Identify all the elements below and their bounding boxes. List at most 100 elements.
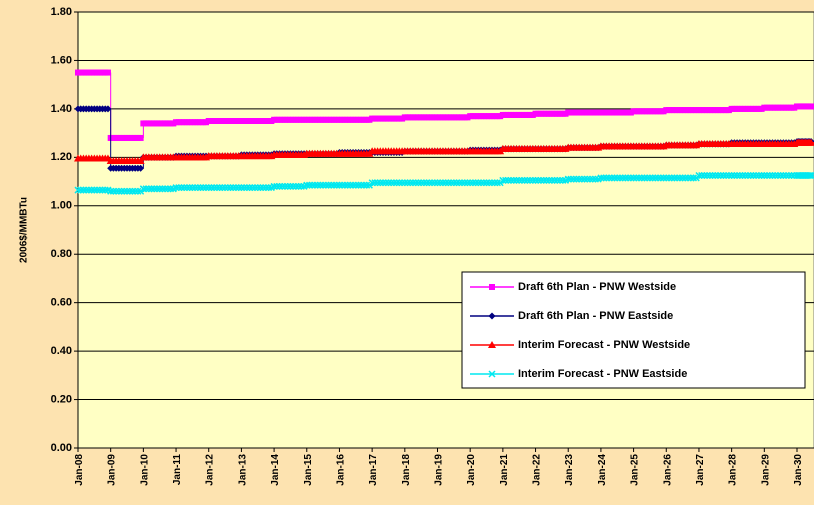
- x-tick-label: Jan-21: [499, 454, 510, 486]
- marker: [265, 184, 273, 192]
- marker: [545, 176, 553, 184]
- marker: [534, 176, 542, 184]
- marker: [349, 181, 357, 189]
- marker: [259, 184, 267, 192]
- marker: [455, 179, 463, 187]
- x-tick-label: Jan-29: [760, 454, 771, 486]
- marker: [684, 174, 692, 182]
- marker: [523, 176, 531, 184]
- marker: [327, 181, 335, 189]
- marker: [567, 175, 575, 183]
- marker: [186, 184, 194, 192]
- marker: [632, 174, 640, 182]
- marker: [738, 171, 747, 180]
- marker: [521, 176, 529, 184]
- marker: [139, 185, 147, 193]
- marker: [728, 171, 736, 180]
- marker: [722, 171, 730, 180]
- marker: [325, 181, 333, 189]
- marker: [393, 179, 401, 187]
- x-tick-label: Jan-12: [205, 454, 216, 486]
- x-tick-label: Jan-14: [270, 454, 281, 486]
- marker: [281, 182, 289, 190]
- marker: [384, 179, 393, 187]
- marker: [284, 182, 292, 190]
- marker: [586, 175, 594, 183]
- marker: [107, 187, 115, 195]
- marker: [804, 171, 812, 180]
- marker: [431, 179, 439, 187]
- marker: [589, 175, 597, 183]
- marker: [210, 184, 218, 192]
- marker: [109, 187, 117, 195]
- marker: [295, 182, 303, 190]
- marker: [330, 181, 338, 189]
- marker: [142, 185, 150, 193]
- marker: [779, 171, 787, 180]
- marker: [499, 176, 507, 184]
- marker: [172, 184, 180, 192]
- marker: [85, 186, 93, 194]
- x-tick-label: Jan-25: [630, 454, 641, 486]
- marker: [379, 179, 387, 187]
- marker: [88, 186, 96, 194]
- marker: [199, 184, 207, 192]
- marker: [491, 179, 499, 187]
- marker: [104, 105, 112, 113]
- marker: [463, 179, 471, 187]
- marker: [303, 181, 311, 189]
- marker: [717, 171, 725, 180]
- marker: [319, 181, 327, 189]
- marker: [101, 186, 109, 194]
- marker: [177, 184, 186, 192]
- legend-label: Draft 6th Plan - PNW Westside: [518, 281, 676, 293]
- marker: [551, 176, 559, 184]
- marker: [758, 171, 766, 180]
- y-tick-label: 1.00: [51, 200, 72, 212]
- marker: [687, 174, 695, 182]
- marker: [788, 171, 796, 180]
- marker: [763, 171, 771, 180]
- marker: [120, 187, 128, 195]
- marker: [698, 171, 706, 180]
- marker: [774, 171, 782, 180]
- marker: [564, 175, 572, 183]
- marker: [398, 179, 406, 187]
- marker: [627, 174, 635, 182]
- marker: [747, 171, 755, 180]
- y-tick-label: 1.80: [51, 6, 72, 18]
- marker: [376, 179, 384, 187]
- marker: [316, 181, 324, 189]
- marker: [635, 174, 643, 182]
- marker: [278, 182, 286, 190]
- marker: [651, 174, 659, 182]
- marker: [489, 284, 495, 290]
- marker: [289, 182, 297, 190]
- marker: [806, 171, 814, 180]
- marker: [638, 174, 646, 182]
- marker: [167, 185, 175, 193]
- marker: [123, 187, 131, 195]
- marker: [782, 171, 790, 180]
- marker: [243, 184, 251, 192]
- marker: [610, 174, 619, 182]
- marker: [404, 179, 412, 187]
- marker: [346, 181, 354, 189]
- marker: [360, 181, 368, 189]
- marker: [670, 174, 678, 182]
- marker: [657, 174, 665, 182]
- marker: [382, 179, 390, 187]
- marker: [553, 176, 561, 184]
- marker: [771, 171, 779, 180]
- marker: [197, 184, 205, 192]
- marker: [442, 179, 450, 187]
- marker: [453, 179, 461, 187]
- marker: [224, 184, 232, 192]
- legend-box: [461, 271, 806, 389]
- x-tick-label: Jan-26: [662, 454, 673, 486]
- marker: [180, 184, 188, 192]
- marker: [548, 176, 556, 184]
- marker: [807, 138, 814, 146]
- marker: [221, 184, 229, 192]
